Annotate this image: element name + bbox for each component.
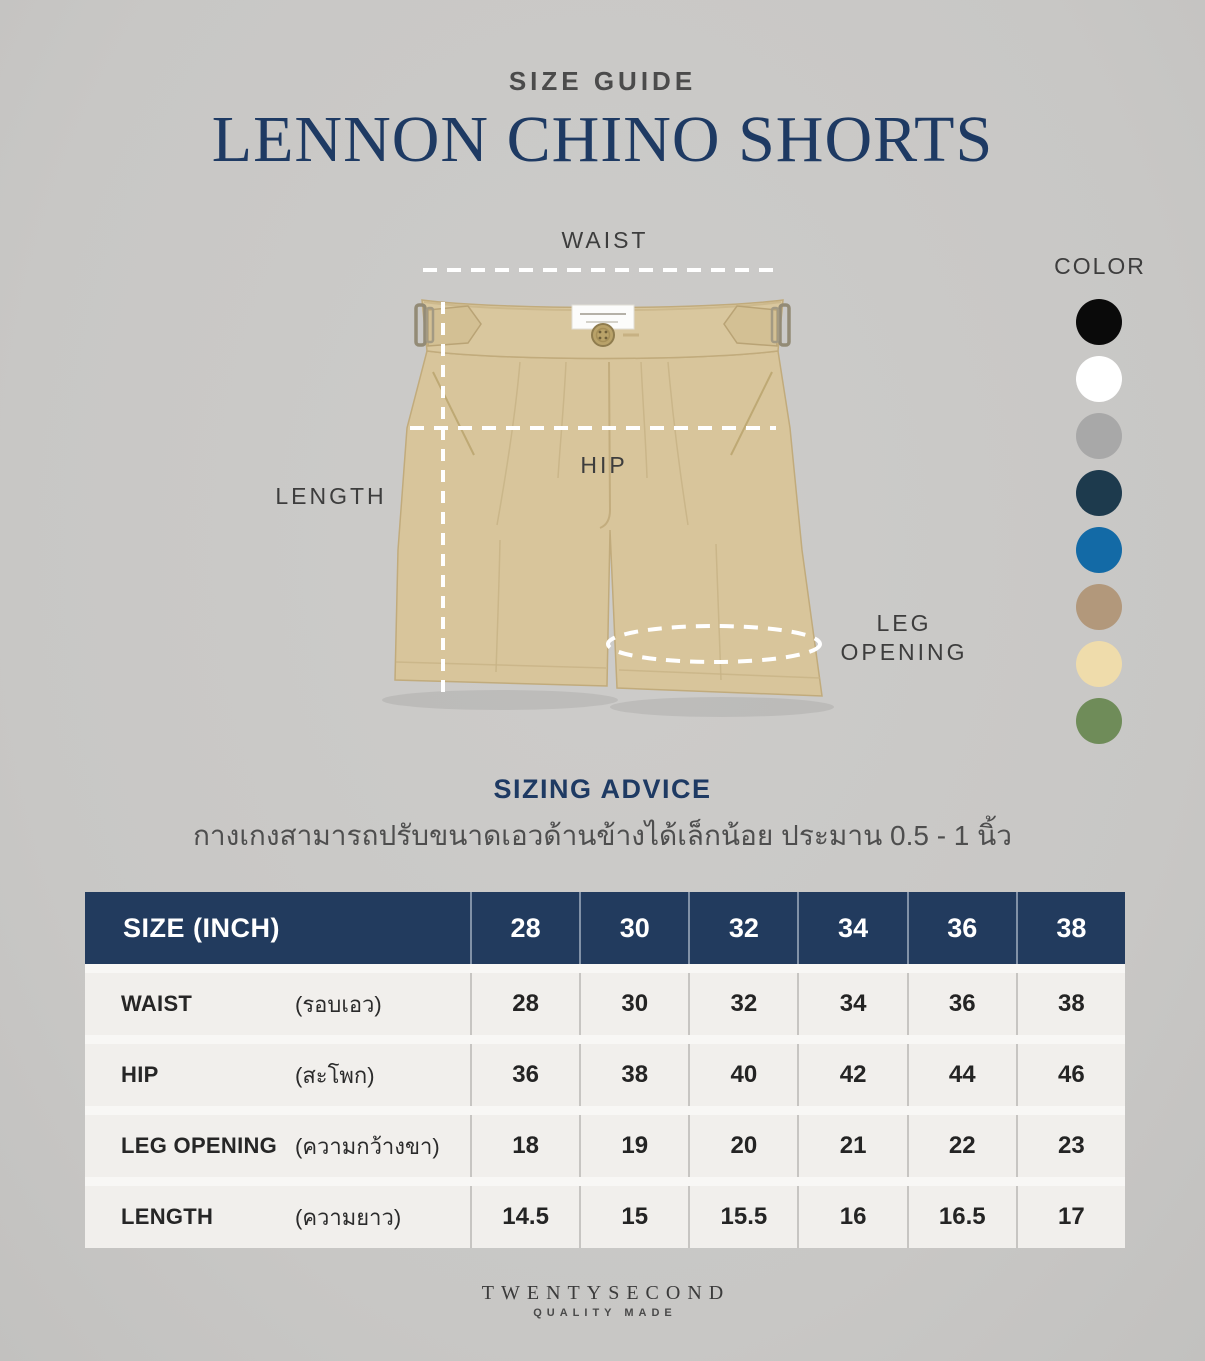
table-row-gap — [85, 1106, 1125, 1115]
cell-value: 46 — [1015, 1044, 1125, 1106]
cell-value: 30 — [579, 973, 688, 1035]
table-row-gap — [85, 964, 1125, 973]
row-label-th: (ความยาว) — [295, 1204, 402, 1230]
cell-value: 15 — [579, 1186, 688, 1248]
cell-value: 34 — [797, 973, 906, 1035]
color-swatch-khaki-brown — [1076, 584, 1122, 630]
fly-seam — [599, 361, 612, 529]
header-size-38: 38 — [1015, 892, 1125, 964]
page-title: LENNON CHINO SHORTS — [211, 103, 994, 176]
leg-opening-measure-ellipse — [606, 624, 822, 664]
row-label-en: LENGTH — [121, 1204, 214, 1229]
table-row-length: LENGTH (ความยาว) 14.5 15 15.5 16 16.5 17 — [85, 1186, 1125, 1248]
cell-value: 18 — [470, 1115, 579, 1177]
color-swatch-white — [1076, 356, 1122, 402]
cell-value: 15.5 — [688, 1186, 797, 1248]
header-size-inch: SIZE (INCH) — [123, 912, 280, 943]
pocket-seams — [432, 371, 773, 456]
header-size-36: 36 — [906, 892, 1016, 964]
row-label-th: (สะโพก) — [295, 1062, 375, 1088]
cell-value: 42 — [797, 1044, 906, 1106]
color-swatch-beige — [1076, 641, 1122, 687]
color-section-title: COLOR — [1054, 253, 1146, 279]
size-table: SIZE (INCH) 28 30 32 34 36 38 WAIST (รอบ… — [85, 892, 1125, 1248]
cell-value: 19 — [579, 1115, 688, 1177]
cell-value: 14.5 — [470, 1186, 579, 1248]
row-label-cell: HIP (สะโพก) — [85, 1044, 470, 1106]
cell-value: 36 — [906, 973, 1016, 1035]
row-label-cell: LENGTH (ความยาว) — [85, 1186, 470, 1248]
cell-value: 16 — [797, 1186, 906, 1248]
cell-value: 40 — [688, 1044, 797, 1106]
sizing-advice-text: กางเกงสามารถปรับขนาดเอวด้านข้างได้เล็กน้… — [192, 820, 1013, 851]
waist-label: WAIST — [561, 227, 649, 253]
length-label: LENGTH — [275, 483, 387, 509]
shorts-measurement-diagram: WAIST HIP LENGTH LEG OPENING COLOR — [0, 210, 1205, 760]
cell-value: 44 — [906, 1044, 1016, 1106]
table-row-gap — [85, 1035, 1125, 1044]
color-swatch-black — [1076, 299, 1122, 345]
leg-opening-label-line1: LEG — [876, 610, 932, 636]
cell-value: 22 — [906, 1115, 1016, 1177]
row-label-en: HIP — [121, 1062, 159, 1087]
hem-stitches — [395, 661, 821, 679]
shadow-right-leg — [610, 697, 834, 717]
color-swatch-list — [1076, 299, 1122, 744]
header-size-30: 30 — [579, 892, 688, 964]
cell-value: 23 — [1015, 1115, 1125, 1177]
cell-value: 17 — [1015, 1186, 1125, 1248]
row-label-en: LEG OPENING — [121, 1133, 278, 1158]
leg-opening-label: LEG OPENING — [840, 609, 967, 667]
color-swatch-dark-navy — [1076, 470, 1122, 516]
cell-value: 32 — [688, 973, 797, 1035]
cell-value: 38 — [579, 1044, 688, 1106]
cell-value: 28 — [470, 973, 579, 1035]
row-label-th: (รอบเอว) — [295, 991, 382, 1017]
color-swatch-blue — [1076, 527, 1122, 573]
cell-value: 36 — [470, 1044, 579, 1106]
cell-value: 21 — [797, 1115, 906, 1177]
table-row-waist: WAIST (รอบเอว) 28 30 32 34 36 38 — [85, 973, 1125, 1035]
table-row-hip: HIP (สะโพก) 36 38 40 42 44 46 — [85, 1044, 1125, 1106]
header-size-32: 32 — [688, 892, 797, 964]
row-label-cell: LEG OPENING (ความกว้างขา) — [85, 1115, 470, 1177]
size-table-header: SIZE (INCH) 28 30 32 34 36 38 — [85, 892, 1125, 964]
shorts-illustration — [382, 268, 834, 717]
eyebrow-size-guide: SIZE GUIDE — [508, 66, 697, 96]
brand-logo-text: TWENTYSECOND — [481, 1282, 731, 1304]
row-label-en: WAIST — [121, 991, 193, 1016]
hip-label: HIP — [580, 452, 628, 478]
table-row-gap — [85, 1177, 1125, 1186]
table-row-leg-opening: LEG OPENING (ความกว้างขา) 18 19 20 21 22… — [85, 1115, 1125, 1177]
row-label-th: (ความกว้างขา) — [295, 1133, 440, 1159]
side-adjuster-right — [723, 303, 791, 347]
cell-value: 38 — [1015, 973, 1125, 1035]
color-swatch-olive-green — [1076, 698, 1122, 744]
waist-button — [591, 323, 615, 347]
header-size-28: 28 — [470, 892, 579, 964]
leg-opening-label-line2: OPENING — [840, 639, 968, 665]
row-label-cell: WAIST (รอบเอว) — [85, 973, 470, 1035]
pleat-lines — [495, 361, 722, 681]
color-swatch-gray — [1076, 413, 1122, 459]
sizing-advice-title: SIZING ADVICE — [493, 774, 712, 804]
header-size-34: 34 — [797, 892, 906, 964]
shadow-left-leg — [382, 690, 618, 710]
cell-value: 20 — [688, 1115, 797, 1177]
brand-tagline: QUALITY MADE — [533, 1307, 677, 1319]
cell-value: 16.5 — [906, 1186, 1016, 1248]
side-adjuster-left — [414, 303, 482, 347]
